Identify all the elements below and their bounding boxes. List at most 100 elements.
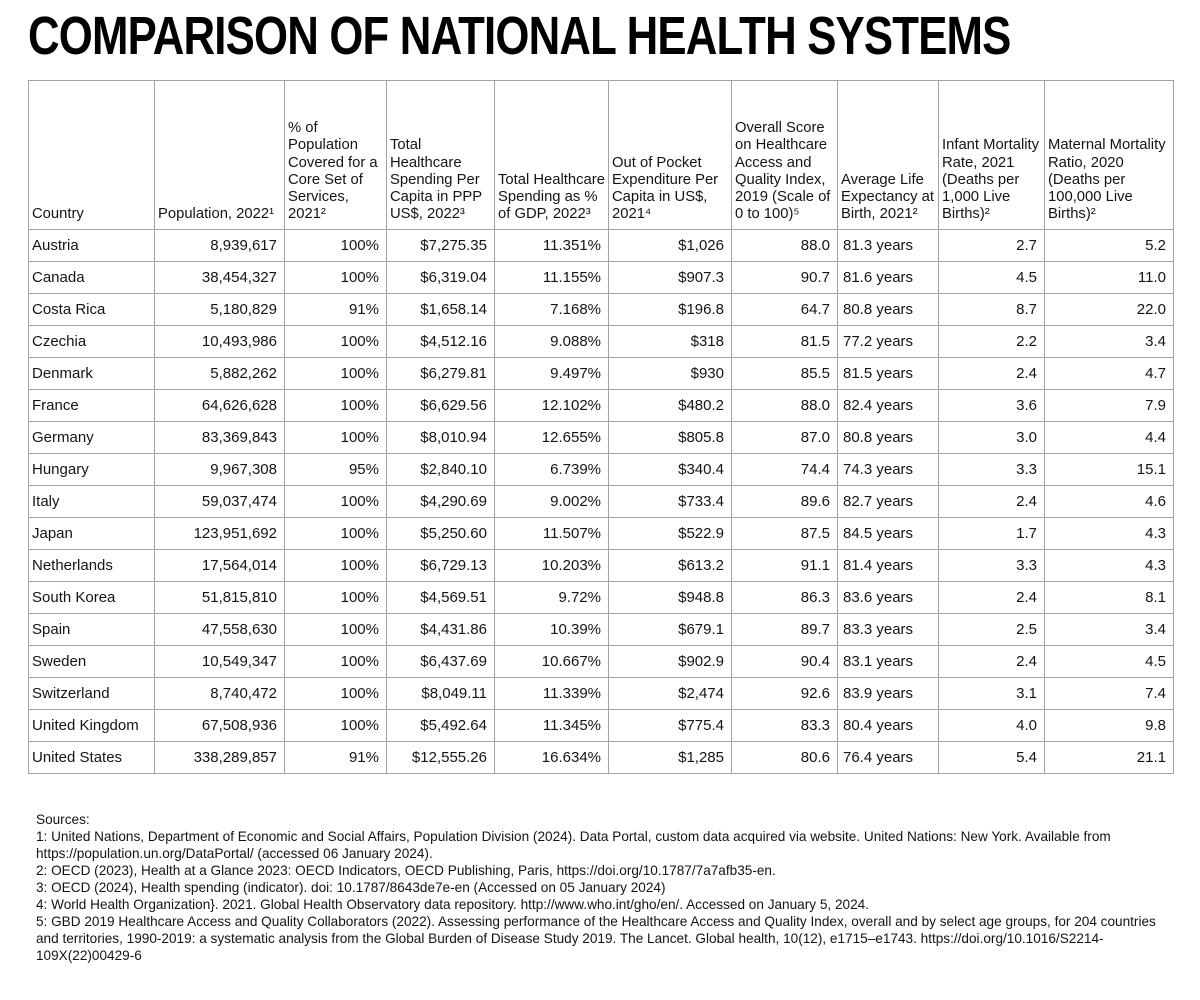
value-cell: 2.4 (938, 580, 1045, 614)
table-row: Switzerland 8,740,472 100% $8,049.11 11.339%… (28, 676, 1174, 710)
table-row: Canada 38,454,327 100% $6,319.04 11.155% $907… (28, 260, 1174, 294)
value-cell: $2,474 (608, 676, 732, 710)
value-cell: 81.3 years (837, 228, 939, 262)
country-cell: Canada (28, 260, 155, 294)
value-cell: 100% (284, 228, 387, 262)
value-cell: 10,493,986 (154, 324, 285, 358)
value-cell: 7.168% (494, 292, 609, 326)
value-cell: 80.4 years (837, 708, 939, 742)
table-row: Sweden 10,549,347 100% $6,437.69 10.667% $902… (28, 644, 1174, 678)
value-cell: 83,369,843 (154, 420, 285, 454)
value-cell: 8.7 (938, 292, 1045, 326)
table-row: Spain 47,558,630 100% $4,431.86 10.39% $679.1… (28, 612, 1174, 646)
value-cell: 5.2 (1044, 228, 1174, 262)
value-cell: 3.6 (938, 388, 1045, 422)
table-row: France 64,626,628 100% $6,629.56 12.102% $480… (28, 388, 1174, 422)
value-cell: 10,549,347 (154, 644, 285, 678)
value-cell: $6,629.56 (386, 388, 495, 422)
value-cell: 100% (284, 516, 387, 550)
value-cell: 21.1 (1044, 740, 1174, 774)
value-cell: 10.203% (494, 548, 609, 582)
table-row: Costa Rica 5,180,829 91% $1,658.14 7.168% $19… (28, 292, 1174, 326)
health-systems-table: Country Population, 2022¹% of Population … (28, 79, 1174, 774)
value-cell: $4,512.16 (386, 324, 495, 358)
value-cell: $196.8 (608, 292, 732, 326)
value-cell: 5.4 (938, 740, 1045, 774)
value-cell: 100% (284, 644, 387, 678)
value-cell: $1,285 (608, 740, 732, 774)
country-cell: France (28, 388, 155, 422)
value-cell: $4,431.86 (386, 612, 495, 646)
value-cell: 10.39% (494, 612, 609, 646)
value-cell: 3.0 (938, 420, 1045, 454)
value-cell: 2.4 (938, 644, 1045, 678)
value-cell: 2.5 (938, 612, 1045, 646)
value-cell: $948.8 (608, 580, 732, 614)
value-cell: 84.5 years (837, 516, 939, 550)
value-cell: $8,049.11 (386, 676, 495, 710)
value-cell: $480.2 (608, 388, 732, 422)
column-header: Average Life Expectancy at Birth, 2021² (837, 79, 939, 230)
value-cell: 90.7 (731, 260, 838, 294)
value-cell: 76.4 years (837, 740, 939, 774)
country-cell: Czechia (28, 324, 155, 358)
value-cell: 88.0 (731, 228, 838, 262)
value-cell: 11.507% (494, 516, 609, 550)
value-cell: 82.7 years (837, 484, 939, 518)
value-cell: 9.497% (494, 356, 609, 390)
value-cell: 11.0 (1044, 260, 1174, 294)
table-row: Hungary 9,967,308 95% $2,840.10 6.739% $340.4… (28, 452, 1174, 486)
page-title: COMPARISON OF NATIONAL HEALTH SYSTEMS (28, 6, 1011, 66)
value-cell: $5,250.60 (386, 516, 495, 550)
value-cell: 2.2 (938, 324, 1045, 358)
value-cell: 81.4 years (837, 548, 939, 582)
table-row: Austria 8,939,617 100% $7,275.35 11.351% $1,0… (28, 228, 1174, 262)
value-cell: $613.2 (608, 548, 732, 582)
value-cell: 100% (284, 484, 387, 518)
source-citation: 4: World Health Organization}. 2021. Glo… (36, 896, 869, 912)
value-cell: 67,508,936 (154, 708, 285, 742)
value-cell: 5,180,829 (154, 292, 285, 326)
table-row: United Kingdom 67,508,936 100% $5,492.64 11.… (28, 708, 1174, 742)
page: COMPARISON OF NATIONAL HEALTH SYSTEMS Co… (28, 6, 1174, 964)
value-cell: 92.6 (731, 676, 838, 710)
value-cell: 9.002% (494, 484, 609, 518)
sources-section: Sources: 1: United Nations, Department o… (36, 811, 1173, 964)
country-cell: Denmark (28, 356, 155, 390)
value-cell: 59,037,474 (154, 484, 285, 518)
value-cell: 100% (284, 420, 387, 454)
country-cell: Hungary (28, 452, 155, 486)
value-cell: 100% (284, 260, 387, 294)
value-cell: 7.9 (1044, 388, 1174, 422)
value-cell: 6.739% (494, 452, 609, 486)
value-cell: 100% (284, 580, 387, 614)
value-cell: 83.3 (731, 708, 838, 742)
value-cell: 64,626,628 (154, 388, 285, 422)
value-cell: 8,740,472 (154, 676, 285, 710)
value-cell: 5,882,262 (154, 356, 285, 390)
column-header: Maternal Mortality Ratio, 2020 (Deaths p… (1044, 79, 1174, 230)
value-cell: 2.4 (938, 484, 1045, 518)
value-cell: 83.6 years (837, 580, 939, 614)
source-citation: 1: United Nations, Department of Economi… (36, 828, 1111, 861)
value-cell: 7.4 (1044, 676, 1174, 710)
value-cell: $907.3 (608, 260, 732, 294)
value-cell: 91.1 (731, 548, 838, 582)
value-cell: 90.4 (731, 644, 838, 678)
value-cell: 100% (284, 388, 387, 422)
value-cell: 83.3 years (837, 612, 939, 646)
value-cell: 4.5 (1044, 644, 1174, 678)
value-cell: 2.4 (938, 356, 1045, 390)
value-cell: 86.3 (731, 580, 838, 614)
value-cell: $8,010.94 (386, 420, 495, 454)
value-cell: $733.4 (608, 484, 732, 518)
value-cell: 81.6 years (837, 260, 939, 294)
value-cell: 91% (284, 740, 387, 774)
value-cell: $902.9 (608, 644, 732, 678)
value-cell: 100% (284, 676, 387, 710)
table-row: Germany 83,369,843 100% $8,010.94 12.655% $80… (28, 420, 1174, 454)
value-cell: $805.8 (608, 420, 732, 454)
value-cell: 83.1 years (837, 644, 939, 678)
value-cell: 100% (284, 356, 387, 390)
value-cell: 100% (284, 612, 387, 646)
